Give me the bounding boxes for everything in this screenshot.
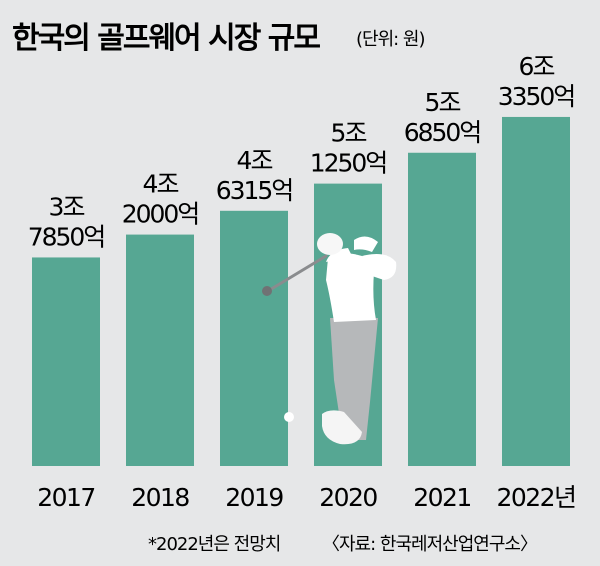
x-tick-labels-group: 2017 2018 2019 2020 2021 2022년 [37, 483, 577, 512]
value-label-2022년-line1: 6조 [519, 52, 555, 81]
value-labels-group: 3조7850억4조2000억4조6315억5조1250억5조6850억6조335… [28, 52, 577, 252]
value-label-2021-line1: 5조 [425, 88, 461, 117]
x-tick-2017: 2017 [37, 483, 95, 512]
value-label-2018-line2: 2000억 [122, 200, 199, 229]
bar-2021 [408, 152, 476, 466]
x-tick-2020: 2020 [319, 483, 377, 512]
x-tick-2019: 2019 [225, 483, 283, 512]
value-label-2018-line1: 4조 [143, 170, 179, 199]
x-tick-2022년: 2022년 [496, 483, 575, 512]
value-label-2017-line2: 7850억 [28, 222, 105, 251]
value-label-2020-line2: 1250억 [310, 149, 387, 178]
bar-2018 [126, 234, 194, 466]
footnote: *2022년은 전망치 [148, 534, 280, 555]
value-label-2021-line2: 6850억 [404, 118, 481, 147]
golfer-illustration [262, 233, 397, 445]
value-label-2020-line1: 5조 [331, 119, 367, 148]
x-tick-2021: 2021 [413, 483, 471, 512]
unit-label: (단위: 원) [356, 29, 425, 50]
bar-2017 [32, 257, 100, 466]
value-label-2017-line1: 3조 [49, 192, 85, 221]
bars-group [32, 116, 570, 467]
value-label-2022년-line2: 3350억 [498, 82, 575, 111]
bar-2022년 [502, 116, 570, 466]
value-label-2019-line2: 6315억 [216, 176, 293, 205]
chart-title: 한국의 골프웨어 시장 규모 [12, 21, 320, 56]
x-tick-2018: 2018 [131, 483, 189, 512]
bar-2019 [220, 210, 288, 466]
source-note: 〈자료: 한국레저산업연구소〉 [322, 534, 537, 555]
value-label-2019-line1: 4조 [237, 146, 273, 175]
